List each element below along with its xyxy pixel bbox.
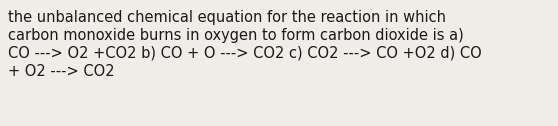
Text: the unbalanced chemical equation for the reaction in which: the unbalanced chemical equation for the…	[8, 10, 446, 25]
Text: carbon monoxide burns in oxygen to form carbon dioxide is a): carbon monoxide burns in oxygen to form …	[8, 28, 464, 43]
Text: + O2 ---> CO2: + O2 ---> CO2	[8, 64, 114, 79]
Text: CO ---> O2 +CO2 b) CO + O ---> CO2 c) CO2 ---> CO +O2 d) CO: CO ---> O2 +CO2 b) CO + O ---> CO2 c) CO…	[8, 46, 482, 61]
